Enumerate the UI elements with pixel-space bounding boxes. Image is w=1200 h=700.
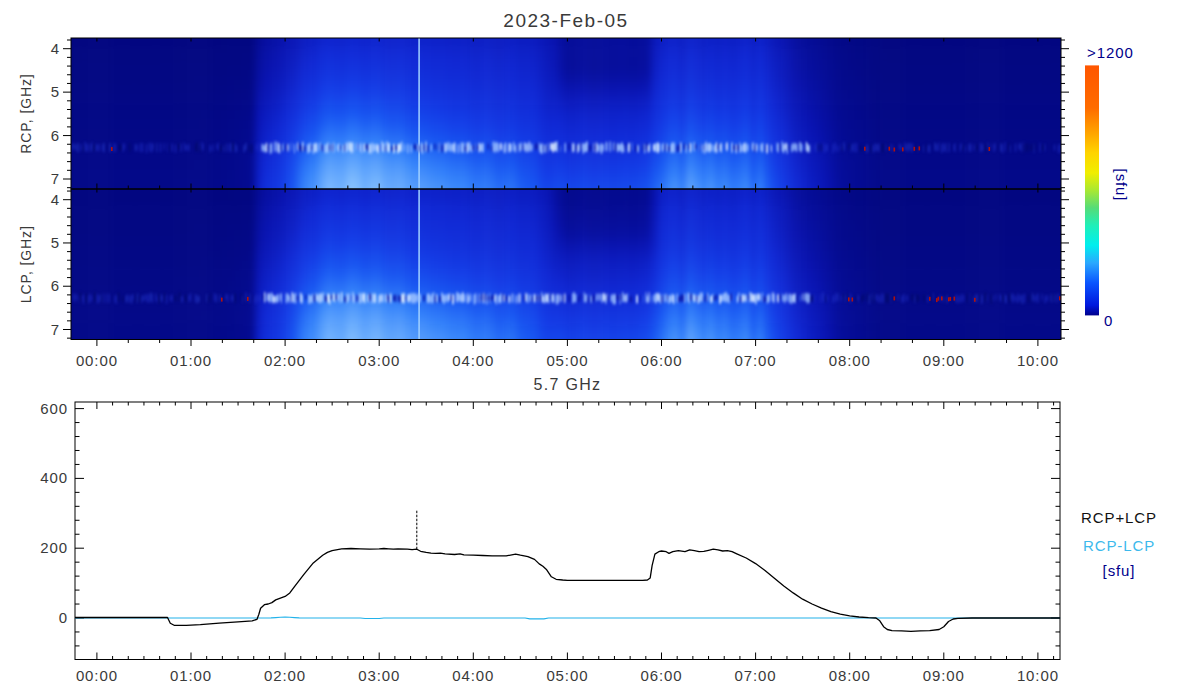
svg-text:07:00: 07:00: [735, 667, 777, 684]
svg-text:02:00: 02:00: [264, 352, 306, 369]
svg-text:09:00: 09:00: [923, 352, 965, 369]
svg-text:08:00: 08:00: [829, 352, 871, 369]
svg-text:06:00: 06:00: [640, 352, 682, 369]
svg-text:400: 400: [40, 469, 68, 486]
svg-text:00:00: 00:00: [76, 667, 118, 684]
svg-text:4: 4: [51, 191, 60, 208]
svg-text:03:00: 03:00: [358, 667, 400, 684]
svg-text:5: 5: [51, 234, 60, 251]
svg-text:RCP-LCP: RCP-LCP: [1083, 537, 1155, 554]
svg-text:09:00: 09:00: [923, 667, 965, 684]
svg-text:05:00: 05:00: [546, 352, 588, 369]
svg-text:RCP+LCP: RCP+LCP: [1081, 509, 1157, 526]
svg-text:03:00: 03:00: [358, 352, 400, 369]
svg-text:05:00: 05:00: [546, 667, 588, 684]
svg-text:5: 5: [51, 83, 60, 100]
svg-text:2023-Feb-05: 2023-Feb-05: [503, 10, 628, 31]
svg-text:[sfu]: [sfu]: [1113, 169, 1130, 202]
svg-text:4: 4: [51, 40, 60, 57]
svg-text:04:00: 04:00: [452, 352, 494, 369]
svg-text:0: 0: [1104, 312, 1113, 329]
svg-text:>1200: >1200: [1087, 44, 1134, 61]
svg-text:5.7 GHz: 5.7 GHz: [534, 376, 602, 393]
svg-text:08:00: 08:00: [829, 667, 871, 684]
svg-text:200: 200: [40, 539, 68, 556]
svg-text:01:00: 01:00: [170, 352, 212, 369]
svg-text:07:00: 07:00: [735, 352, 777, 369]
svg-text:7: 7: [51, 170, 60, 187]
svg-text:600: 600: [40, 400, 68, 417]
svg-text:01:00: 01:00: [170, 667, 212, 684]
svg-text:6: 6: [51, 277, 60, 294]
svg-text:6: 6: [51, 127, 60, 144]
svg-text:0: 0: [59, 609, 68, 626]
svg-text:00:00: 00:00: [76, 352, 118, 369]
svg-text:06:00: 06:00: [640, 667, 682, 684]
svg-text:10:00: 10:00: [1017, 352, 1059, 369]
svg-text:02:00: 02:00: [264, 667, 306, 684]
svg-text:04:00: 04:00: [452, 667, 494, 684]
svg-text:LCP, [GHz]: LCP, [GHz]: [18, 225, 34, 303]
svg-text:7: 7: [51, 321, 60, 338]
svg-text:RCP, [GHz]: RCP, [GHz]: [18, 73, 34, 153]
svg-text:[sfu]: [sfu]: [1103, 562, 1136, 579]
svg-text:10:00: 10:00: [1017, 667, 1059, 684]
